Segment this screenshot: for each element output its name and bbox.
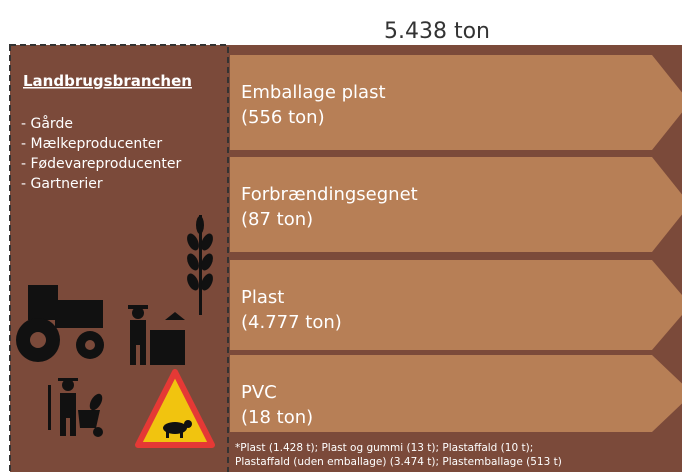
sector-item: - Fødevareproducenter: [21, 156, 181, 172]
stream-name: PVC: [241, 382, 277, 403]
farmer-icon: [128, 305, 185, 365]
stream-name: Forbrændingsegnet: [241, 184, 418, 205]
sector-item: - Gårde: [21, 115, 73, 132]
stream-name: Emballage plast: [241, 82, 386, 103]
sector-item: - Mælkeproducenter: [21, 136, 162, 152]
footnote: Plastaffald (uden emballage) (3.474 t); …: [235, 456, 562, 468]
footnote: *Plast (1.428 t); Plast og gummi (13 t);…: [235, 442, 533, 454]
tractor-icon: [16, 285, 104, 362]
stream-amount: (87 ton): [241, 209, 313, 230]
wheat-icon: [187, 215, 213, 315]
stream-band: [230, 157, 682, 252]
stream-amount: (556 ton): [241, 107, 325, 128]
sector-item: - Gartnerier: [21, 176, 103, 192]
sector-heading: Landbrugsbranchen: [23, 72, 192, 90]
stream-amount: (18 ton): [241, 407, 313, 428]
stream-band: [230, 260, 682, 350]
stream-band: [230, 55, 682, 150]
stream-amount: (4.777 ton): [241, 312, 342, 333]
warning-sign-icon: [135, 369, 215, 448]
stream-name: Plast: [241, 287, 284, 308]
stream-band: [230, 355, 682, 432]
gardener-icon: [48, 378, 103, 437]
title: 5.438 ton: [384, 19, 490, 44]
